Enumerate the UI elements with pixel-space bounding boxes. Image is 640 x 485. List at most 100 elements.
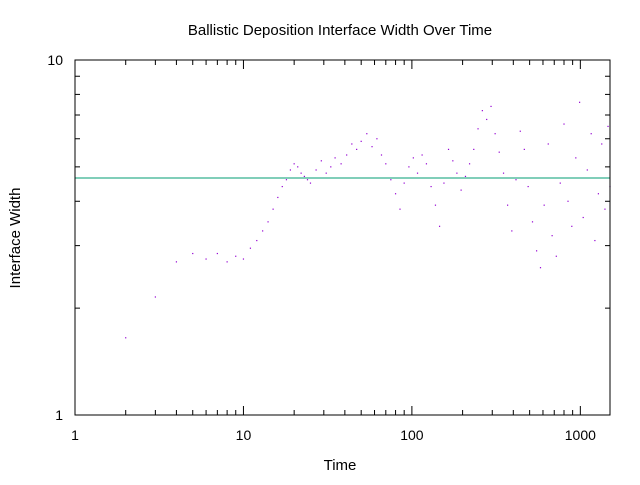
data-point bbox=[351, 143, 353, 145]
data-point bbox=[425, 163, 428, 165]
data-point bbox=[523, 148, 525, 150]
x-tick-label: 100 bbox=[400, 427, 424, 443]
data-point bbox=[511, 230, 513, 232]
data-point bbox=[430, 185, 432, 188]
data-point bbox=[515, 179, 517, 181]
data-point bbox=[460, 189, 462, 191]
data-point bbox=[267, 221, 269, 223]
data-point bbox=[416, 172, 419, 174]
data-point bbox=[607, 125, 609, 128]
data-point bbox=[438, 225, 441, 227]
data-point bbox=[601, 143, 603, 145]
data-point bbox=[390, 179, 392, 181]
data-point bbox=[490, 105, 492, 108]
data-point bbox=[340, 163, 342, 165]
data-point bbox=[563, 123, 565, 125]
data-point bbox=[205, 258, 207, 260]
data-point bbox=[477, 128, 479, 130]
data-point bbox=[380, 154, 383, 156]
data-point bbox=[452, 160, 454, 162]
data-point bbox=[443, 182, 445, 184]
data-point bbox=[547, 143, 549, 145]
data-point bbox=[498, 151, 500, 153]
data-point bbox=[597, 193, 599, 195]
data-point bbox=[242, 258, 245, 260]
data-point bbox=[325, 172, 327, 174]
x-tick-label: 10 bbox=[236, 427, 252, 443]
data-point bbox=[356, 148, 358, 150]
data-point bbox=[235, 255, 237, 257]
data-point bbox=[586, 169, 588, 171]
plot-area bbox=[75, 101, 611, 339]
x-tick-label: 1000 bbox=[565, 427, 596, 443]
data-point bbox=[125, 337, 127, 339]
data-point bbox=[594, 239, 596, 242]
data-point bbox=[297, 166, 299, 168]
data-point bbox=[315, 169, 317, 171]
data-point bbox=[256, 239, 258, 242]
data-point bbox=[412, 157, 414, 159]
data-point bbox=[464, 175, 467, 178]
data-point bbox=[527, 185, 529, 188]
data-point bbox=[175, 261, 178, 263]
data-point bbox=[421, 154, 423, 156]
data-point bbox=[590, 133, 592, 135]
data-point bbox=[216, 252, 218, 255]
data-point bbox=[434, 204, 437, 206]
data-point bbox=[360, 140, 362, 142]
data-point bbox=[394, 193, 397, 195]
y-axis-label: Interface Width bbox=[7, 188, 24, 289]
chart-title: Ballistic Deposition Interface Width Ove… bbox=[188, 22, 492, 39]
data-point bbox=[300, 172, 302, 174]
data-point bbox=[399, 208, 401, 210]
data-point bbox=[543, 204, 545, 206]
data-point bbox=[567, 200, 569, 202]
data-point bbox=[481, 110, 483, 112]
data-point bbox=[531, 221, 534, 223]
data-point bbox=[536, 250, 538, 252]
data-point bbox=[192, 252, 194, 255]
axes: 1 10 100 1000 1 10 bbox=[47, 52, 611, 443]
data-point bbox=[262, 230, 264, 232]
data-point bbox=[551, 235, 553, 237]
data-point bbox=[309, 182, 312, 184]
x-tick-label: 1 bbox=[71, 427, 79, 443]
data-point bbox=[468, 163, 471, 165]
data-point bbox=[226, 261, 228, 263]
data-point bbox=[575, 157, 577, 159]
data-point bbox=[320, 160, 322, 162]
data-point bbox=[502, 172, 505, 174]
data-point bbox=[249, 247, 252, 249]
data-point bbox=[376, 138, 378, 140]
data-point bbox=[579, 101, 581, 103]
data-point bbox=[281, 185, 283, 188]
data-point bbox=[277, 196, 279, 199]
data-point bbox=[507, 204, 509, 206]
data-point bbox=[408, 166, 410, 168]
data-point bbox=[582, 216, 584, 219]
data-point bbox=[334, 157, 336, 159]
data-point bbox=[604, 208, 606, 210]
data-point bbox=[559, 182, 561, 184]
data-point bbox=[154, 296, 156, 298]
data-point bbox=[272, 208, 274, 210]
data-point bbox=[519, 130, 521, 132]
data-point bbox=[403, 182, 405, 184]
data-point bbox=[385, 163, 387, 165]
data-point bbox=[330, 166, 332, 168]
data-point bbox=[366, 133, 368, 135]
data-point bbox=[447, 148, 450, 150]
data-point bbox=[289, 169, 292, 171]
data-point bbox=[285, 179, 288, 181]
data-point bbox=[306, 179, 309, 181]
data-point bbox=[494, 133, 496, 135]
y-tick-label: 1 bbox=[55, 407, 63, 423]
plot-frame bbox=[74, 59, 611, 416]
data-point bbox=[473, 148, 475, 150]
data-point bbox=[293, 163, 295, 165]
data-point bbox=[303, 175, 305, 178]
data-point bbox=[555, 255, 557, 257]
data-point bbox=[456, 172, 458, 174]
x-axis-label: Time bbox=[324, 457, 357, 474]
